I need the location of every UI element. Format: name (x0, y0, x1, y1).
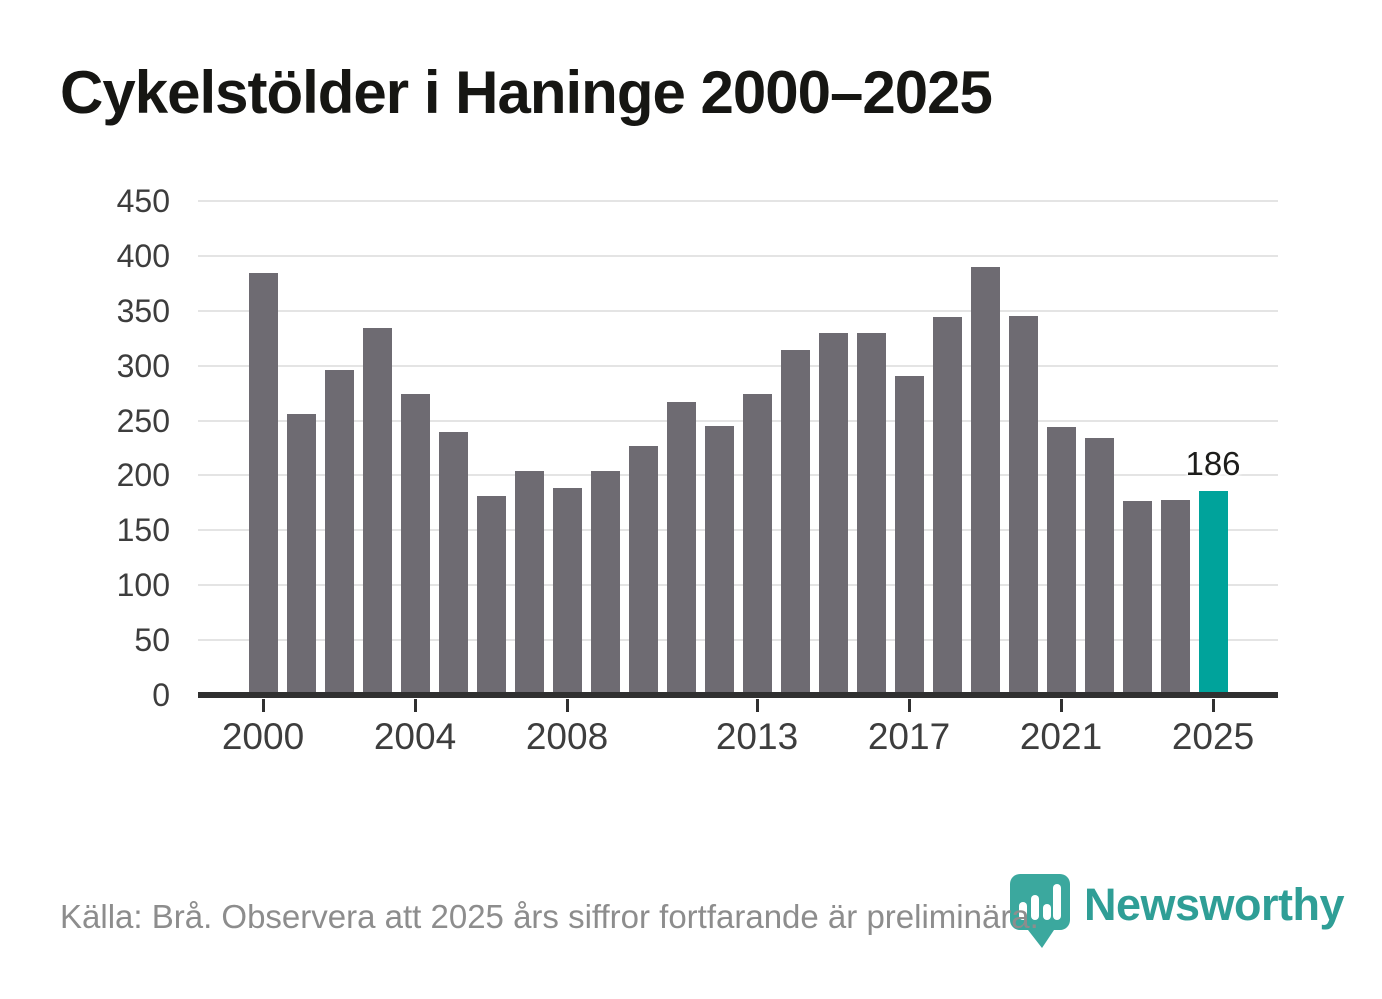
source-note: Källa: Brå. Observera att 2025 års siffr… (60, 898, 1039, 935)
x-tick-label-2025: 2025 (1171, 716, 1255, 757)
x-tick-label-2004: 2004 (373, 716, 457, 757)
y-tick-label-100: 100 (116, 567, 170, 604)
y-tick-label-350: 350 (116, 292, 170, 329)
bar-2008 (552, 488, 582, 695)
bar-2004 (400, 394, 430, 695)
bar-2009 (590, 471, 620, 695)
bar-2007 (514, 471, 544, 695)
bar-2001 (286, 414, 316, 695)
x-tick-2008 (565, 699, 569, 712)
y-tick-label-250: 250 (116, 402, 170, 439)
bar-2018 (932, 317, 962, 695)
y-tick-label-300: 300 (116, 347, 170, 384)
x-tick-label-2008: 2008 (525, 716, 609, 757)
gridline-50 (198, 639, 1278, 642)
newsworthy-logo: Newsworthy (1010, 874, 1345, 950)
bar-2022 (1084, 438, 1114, 695)
bar-2016 (856, 333, 886, 695)
bar-2025 (1198, 491, 1228, 695)
bar-2021 (1046, 427, 1076, 695)
bar-2002 (324, 370, 354, 695)
y-tick-label-450: 450 (116, 183, 170, 219)
bar-2020 (1008, 316, 1038, 695)
x-tick-2025 (1211, 699, 1215, 712)
gridline-100 (198, 584, 1278, 587)
newsworthy-logo-icon (1010, 874, 1070, 948)
bar-2015 (818, 333, 848, 695)
y-tick-label-0: 0 (152, 677, 170, 713)
gridline-150 (198, 529, 1278, 532)
x-tick-label-2000: 2000 (221, 716, 305, 757)
gridline-350 (198, 309, 1278, 312)
x-axis-line (198, 692, 1278, 698)
x-tick-2013 (755, 699, 759, 712)
bar-2023 (1122, 501, 1152, 695)
x-tick-2000 (261, 699, 265, 712)
x-tick-2017 (907, 699, 911, 712)
bar-2005 (438, 432, 468, 695)
x-tick-label-2013: 2013 (715, 716, 799, 757)
gridline-250 (198, 419, 1278, 422)
bar-2011 (666, 402, 696, 695)
x-tick-2021 (1059, 699, 1063, 712)
bar-2019 (970, 267, 1000, 695)
x-tick-label-2021: 2021 (1019, 716, 1103, 757)
chart-title: Cykelstölder i Haninge 2000–2025 (60, 59, 993, 126)
bar-2012 (704, 426, 734, 695)
newsworthy-logo-text: Newsworthy (1084, 879, 1345, 930)
bar-2000 (248, 273, 278, 695)
gridline-450 (198, 200, 1278, 202)
bar-2017 (894, 376, 924, 695)
bar-chart-plot-area (198, 200, 1278, 698)
gridline-400 (198, 254, 1278, 257)
bar-2006 (476, 496, 506, 695)
y-tick-label-150: 150 (116, 512, 170, 549)
y-tick-label-200: 200 (116, 457, 170, 494)
bar-2014 (780, 350, 810, 695)
x-tick-label-2017: 2017 (867, 716, 951, 757)
bar-2013 (742, 394, 772, 695)
gridline-200 (198, 474, 1278, 477)
y-tick-label-50: 50 (134, 622, 170, 659)
highlight-value-label: 186 (1185, 444, 1241, 482)
bar-2010 (628, 446, 658, 695)
bar-2024 (1160, 500, 1190, 695)
y-tick-label-400: 400 (116, 237, 170, 274)
bar-2003 (362, 328, 392, 695)
gridline-300 (198, 364, 1278, 367)
x-tick-2004 (413, 699, 417, 712)
